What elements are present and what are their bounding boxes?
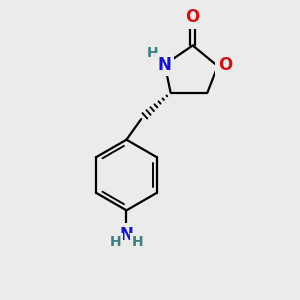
Text: H: H bbox=[146, 46, 158, 60]
Text: N: N bbox=[119, 226, 134, 244]
Text: N: N bbox=[158, 56, 172, 74]
Text: H: H bbox=[110, 235, 121, 249]
Text: O: O bbox=[186, 8, 200, 26]
Text: H: H bbox=[132, 235, 143, 249]
Text: O: O bbox=[218, 56, 232, 74]
